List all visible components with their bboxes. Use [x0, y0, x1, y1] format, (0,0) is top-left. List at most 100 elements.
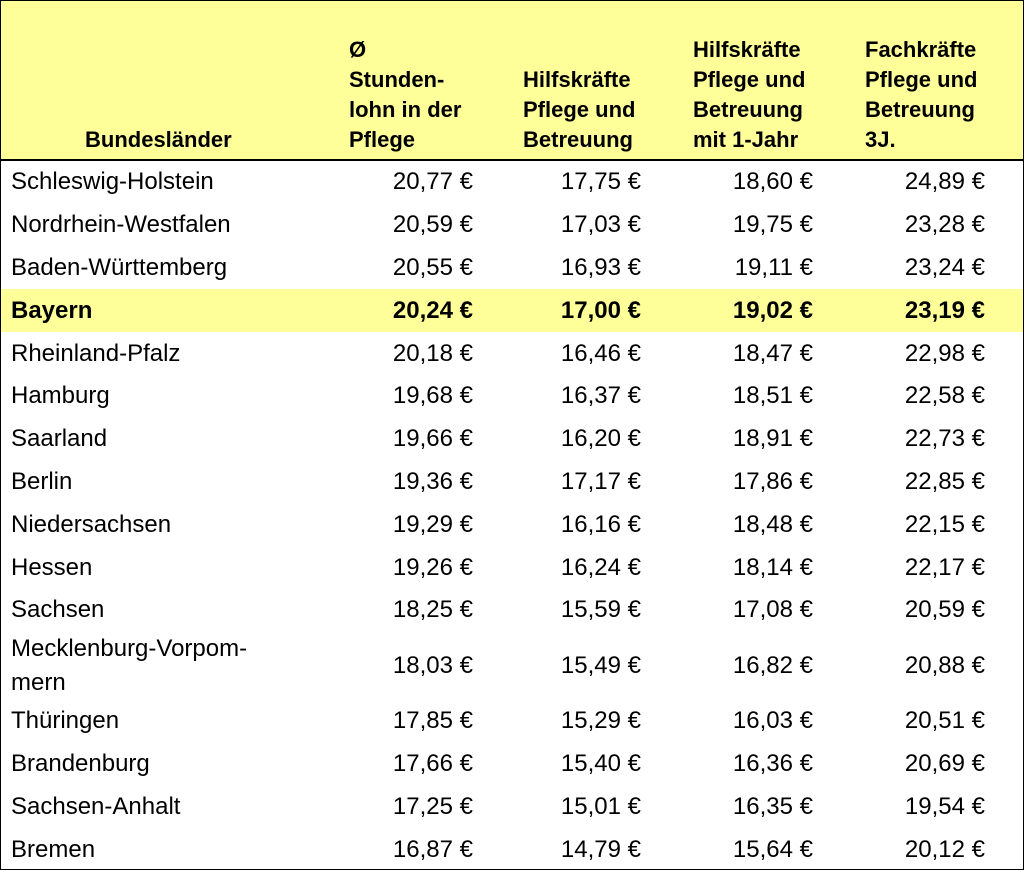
wage-value-cell: 20,59 € — [904, 596, 985, 624]
state-name-cell: Sachsen-Anhalt — [11, 792, 181, 820]
wage-value-cell: 15,64 € — [732, 835, 813, 863]
header-stundenlohn: Ø Stunden- lohn in der Pflege — [345, 1, 507, 161]
wage-value-cell: 19,02 € — [679, 289, 851, 333]
wage-value-cell: 18,48 € — [732, 510, 813, 538]
wage-value-cell: 14,79 € — [560, 835, 641, 863]
wage-value-cell: 15,29 € — [560, 707, 641, 735]
state-name-cell: Hamburg — [11, 382, 110, 410]
wage-value-cell: 20,59 € — [392, 211, 473, 239]
wage-value-cell: 20,69 € — [904, 749, 985, 777]
wage-value-cell: 17,66 € — [392, 749, 473, 777]
state-name-cell: Niedersachsen — [11, 510, 172, 538]
table-row: Mecklenburg-Vorpom- mern 18,03 € 15,49 € 16… — [1, 632, 1023, 700]
table-row: Hamburg 19,68 € 16,37 € 18,51 € 22,58 € — [1, 375, 1023, 418]
header-line: Betreuung — [865, 97, 975, 122]
wage-value-cell: 19,11 € — [734, 253, 813, 281]
wage-value-cell: 17,75 € — [560, 168, 641, 196]
wage-value-cell: 18,47 € — [732, 339, 813, 367]
state-name-cell: Saarland — [11, 425, 108, 453]
wage-value-cell: 16,20 € — [560, 425, 641, 453]
header-line: Stunden- — [349, 67, 445, 92]
table-row: Schleswig-Holstein 20,77 € 17,75 € 18,60 € 2… — [1, 160, 1023, 204]
wage-value-cell: 22,98 € — [904, 339, 985, 367]
table-row: Baden-Württemberg 20,55 € 16,93 € 19,11 € 23… — [1, 247, 1023, 290]
header-hilfskraefte: Hilfskräfte Pflege und Betreuung — [507, 1, 679, 161]
header-line: Betreuung — [693, 97, 803, 122]
wage-value-cell: 20,12 € — [904, 835, 985, 863]
wage-value-cell: 22,58 € — [904, 382, 985, 410]
wage-value-cell: 15,40 € — [560, 749, 641, 777]
state-name-cell: Nordrhein-Westfalen — [11, 211, 231, 239]
wage-value-cell: 19,26 € — [392, 553, 473, 581]
wage-value-cell: 16,46 € — [560, 339, 641, 367]
header-line: lohn in der — [349, 97, 462, 122]
wage-value-cell: 18,91 € — [732, 425, 813, 453]
table-row: Berlin 19,36 € 17,17 € 17,86 € 22,85 € — [1, 461, 1023, 504]
wage-value-cell: 19,54 € — [904, 792, 985, 820]
state-name-cell: Baden-Württemberg — [11, 253, 228, 281]
header-bundeslaender: Bundesländer — [1, 1, 345, 161]
wage-value-cell: 16,16 € — [560, 510, 641, 538]
wage-value-cell: 20,51 € — [904, 707, 985, 735]
wage-value-cell: 19,36 € — [392, 467, 473, 495]
table-row: Saarland 19,66 € 16,20 € 18,91 € 22,73 € — [1, 418, 1023, 461]
table-row: Brandenburg 17,66 € 15,40 € 16,36 € 20,69 € — [1, 743, 1023, 786]
wage-value-cell: 20,18 € — [392, 339, 473, 367]
wage-value-cell: 18,25 € — [392, 596, 473, 624]
header-line: Bundesländer — [85, 127, 232, 152]
wage-value-cell: 20,24 € — [345, 289, 507, 333]
state-name-cell: Bayern — [1, 289, 345, 333]
state-name-cell: Brandenburg — [11, 749, 150, 777]
wage-value-cell: 17,03 € — [560, 211, 641, 239]
wage-value-cell: 22,85 € — [904, 467, 985, 495]
header-line: Betreuung — [523, 127, 633, 152]
header-line: Hilfskräfte — [523, 67, 631, 92]
wage-value-cell: 23,24 € — [904, 253, 985, 281]
table-body: Schleswig-Holstein 20,77 € 17,75 € 18,60 € 2… — [1, 160, 1023, 871]
wage-value-cell: 18,03 € — [392, 651, 473, 679]
wage-value-cell: 17,86 € — [732, 467, 813, 495]
wage-value-cell: 19,29 € — [392, 510, 473, 538]
wage-value-cell: 20,88 € — [904, 651, 985, 679]
wage-value-cell: 17,00 € — [507, 289, 679, 333]
wage-value-cell: 18,14 € — [732, 553, 813, 581]
wage-value-cell: 24,89 € — [904, 168, 985, 196]
wage-value-cell: 17,17 € — [560, 467, 641, 495]
wage-value-cell: 15,49 € — [560, 651, 641, 679]
wage-value-cell: 22,17 € — [904, 553, 985, 581]
wage-value-cell: 23,19 € — [851, 289, 1023, 333]
wage-value-cell: 18,51 € — [732, 382, 813, 410]
wage-value-cell: 17,85 € — [392, 707, 473, 735]
wage-value-cell: 18,60 € — [732, 168, 813, 196]
wage-value-cell: 19,66 € — [392, 425, 473, 453]
wage-value-cell: 16,03 € — [732, 707, 813, 735]
wage-value-cell: 16,93 € — [560, 253, 641, 281]
wage-value-cell: 22,15 € — [904, 510, 985, 538]
table-row: Nordrhein-Westfalen 20,59 € 17,03 € 19,75 €… — [1, 204, 1023, 247]
state-name-cell: Mecklenburg-Vorpom- mern — [11, 634, 248, 696]
wage-value-cell: 15,01 € — [560, 792, 641, 820]
state-name-cell: Bremen — [11, 835, 96, 863]
header-line: 3J. — [865, 127, 896, 152]
state-name-cell: Berlin — [11, 467, 73, 495]
table-row: Thüringen 17,85 € 15,29 € 16,03 € 20,51 € — [1, 700, 1023, 743]
header-fachkraefte: Fachkräfte Pflege und Betreuung 3J. — [851, 1, 1023, 161]
table-row: Sachsen 18,25 € 15,59 € 17,08 € 20,59 € — [1, 589, 1023, 632]
header-line: Pflege — [349, 127, 416, 152]
header-line: Ø — [349, 37, 367, 62]
wage-value-cell: 16,87 € — [392, 835, 473, 863]
wage-value-cell: 22,73 € — [904, 425, 985, 453]
header-hilfskraefte-1-jahr: Hilfskräfte Pflege und Betreuung mit 1-J… — [679, 1, 851, 161]
table-row: Rheinland-Pfalz 20,18 € 16,46 € 18,47 € 22,9… — [1, 332, 1023, 375]
header-line: mit 1-Jahr — [693, 127, 799, 152]
wage-value-cell: 16,37 € — [560, 382, 641, 410]
state-name-cell: Sachsen — [11, 596, 105, 624]
wage-value-cell: 15,59 € — [560, 596, 641, 624]
table-row: Sachsen-Anhalt 17,25 € 15,01 € 16,35 € 19,54… — [1, 785, 1023, 828]
header-line: Pflege und — [523, 97, 636, 122]
wage-value-cell: 19,68 € — [392, 382, 473, 410]
wage-value-cell: 17,25 € — [392, 792, 473, 820]
table-row: Niedersachsen 19,29 € 16,16 € 18,48 € 22,15 … — [1, 503, 1023, 546]
